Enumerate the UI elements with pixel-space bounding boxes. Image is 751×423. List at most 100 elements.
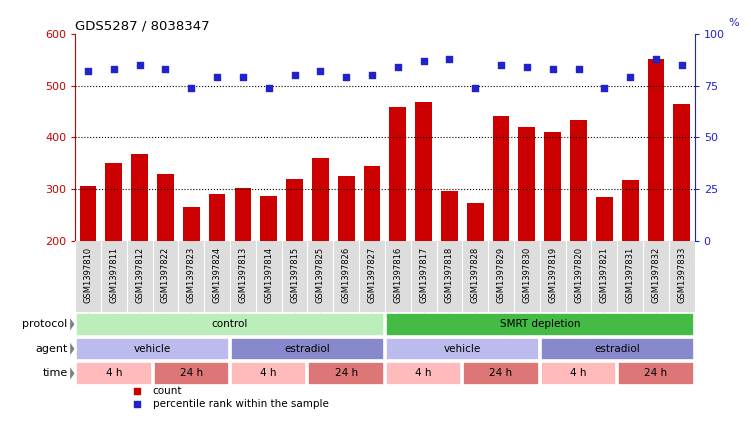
Bar xyxy=(80,187,96,241)
Text: GSM1397819: GSM1397819 xyxy=(548,247,557,302)
Bar xyxy=(386,338,538,360)
Text: GSM1397825: GSM1397825 xyxy=(316,247,325,302)
Bar xyxy=(518,127,535,241)
Bar xyxy=(467,203,484,241)
Point xyxy=(185,84,198,91)
Point xyxy=(547,66,559,72)
Text: GSM1397814: GSM1397814 xyxy=(264,247,273,302)
Bar xyxy=(541,362,617,385)
Bar xyxy=(463,362,538,385)
Text: agent: agent xyxy=(35,344,68,354)
Bar xyxy=(622,180,638,241)
Point xyxy=(159,66,171,72)
Point xyxy=(624,74,636,81)
Text: 4 h: 4 h xyxy=(570,368,587,379)
Bar xyxy=(286,179,303,241)
Bar xyxy=(338,176,354,241)
Point xyxy=(131,401,143,407)
Point xyxy=(340,74,352,81)
Polygon shape xyxy=(70,343,74,355)
Point xyxy=(288,72,300,79)
Text: 24 h: 24 h xyxy=(179,368,203,379)
Bar xyxy=(541,338,694,360)
Text: protocol: protocol xyxy=(23,319,68,329)
Point xyxy=(134,61,146,68)
Text: GSM1397828: GSM1397828 xyxy=(471,247,480,303)
Bar xyxy=(183,207,200,241)
Point xyxy=(366,72,378,79)
Point xyxy=(108,66,120,72)
Point xyxy=(315,68,327,74)
Point xyxy=(392,63,404,70)
Bar xyxy=(234,188,252,241)
Bar xyxy=(596,198,613,241)
Point xyxy=(211,74,223,81)
Bar xyxy=(674,104,690,241)
Point xyxy=(495,61,507,68)
Bar xyxy=(105,163,122,241)
Text: 24 h: 24 h xyxy=(644,368,668,379)
Text: GSM1397821: GSM1397821 xyxy=(600,247,609,302)
Bar xyxy=(363,166,380,241)
Text: GSM1397810: GSM1397810 xyxy=(83,247,92,302)
Text: 24 h: 24 h xyxy=(490,368,513,379)
Point xyxy=(82,68,94,74)
Bar xyxy=(154,362,229,385)
Text: GSM1397833: GSM1397833 xyxy=(677,247,686,303)
Text: GSM1397820: GSM1397820 xyxy=(574,247,583,302)
Point xyxy=(469,84,481,91)
Bar xyxy=(231,362,306,385)
Text: GSM1397811: GSM1397811 xyxy=(110,247,119,302)
Text: GSM1397830: GSM1397830 xyxy=(523,247,532,303)
Text: %: % xyxy=(728,18,740,27)
Text: estradiol: estradiol xyxy=(594,344,640,354)
Bar xyxy=(441,191,458,241)
Bar xyxy=(312,158,329,241)
Text: GSM1397832: GSM1397832 xyxy=(651,247,660,303)
Bar xyxy=(386,313,694,335)
Text: GSM1397813: GSM1397813 xyxy=(238,247,247,303)
Bar xyxy=(390,107,406,241)
Polygon shape xyxy=(70,367,74,379)
Text: control: control xyxy=(212,319,248,329)
Text: GSM1397829: GSM1397829 xyxy=(496,247,505,302)
Bar xyxy=(544,132,561,241)
Bar xyxy=(209,194,225,241)
Text: 4 h: 4 h xyxy=(415,368,432,379)
Bar xyxy=(570,120,587,241)
Text: GSM1397817: GSM1397817 xyxy=(419,247,428,303)
Text: 4 h: 4 h xyxy=(261,368,277,379)
Point xyxy=(443,55,455,62)
Bar xyxy=(231,338,384,360)
Text: 4 h: 4 h xyxy=(106,368,122,379)
Bar xyxy=(76,338,229,360)
Text: GSM1397824: GSM1397824 xyxy=(213,247,222,302)
Point xyxy=(599,84,611,91)
Text: GSM1397816: GSM1397816 xyxy=(394,247,403,303)
Text: GSM1397822: GSM1397822 xyxy=(161,247,170,302)
Text: count: count xyxy=(152,386,182,396)
Text: 24 h: 24 h xyxy=(335,368,357,379)
Text: estradiol: estradiol xyxy=(285,344,330,354)
Bar xyxy=(647,59,665,241)
Bar xyxy=(157,173,173,241)
Text: GDS5287 / 8038347: GDS5287 / 8038347 xyxy=(75,20,210,33)
Bar xyxy=(261,196,277,241)
Point xyxy=(263,84,275,91)
Point xyxy=(650,55,662,62)
Bar xyxy=(131,154,148,241)
Point xyxy=(521,63,533,70)
Text: GSM1397831: GSM1397831 xyxy=(626,247,635,303)
Point xyxy=(418,58,430,64)
Text: time: time xyxy=(42,368,68,379)
Bar xyxy=(309,362,384,385)
Text: SMRT depletion: SMRT depletion xyxy=(499,319,580,329)
Text: GSM1397823: GSM1397823 xyxy=(187,247,196,303)
Point xyxy=(572,66,584,72)
Polygon shape xyxy=(70,318,74,330)
Text: vehicle: vehicle xyxy=(444,344,481,354)
Bar xyxy=(386,362,461,385)
Bar xyxy=(76,313,384,335)
Text: GSM1397815: GSM1397815 xyxy=(290,247,299,302)
Point xyxy=(131,387,143,394)
